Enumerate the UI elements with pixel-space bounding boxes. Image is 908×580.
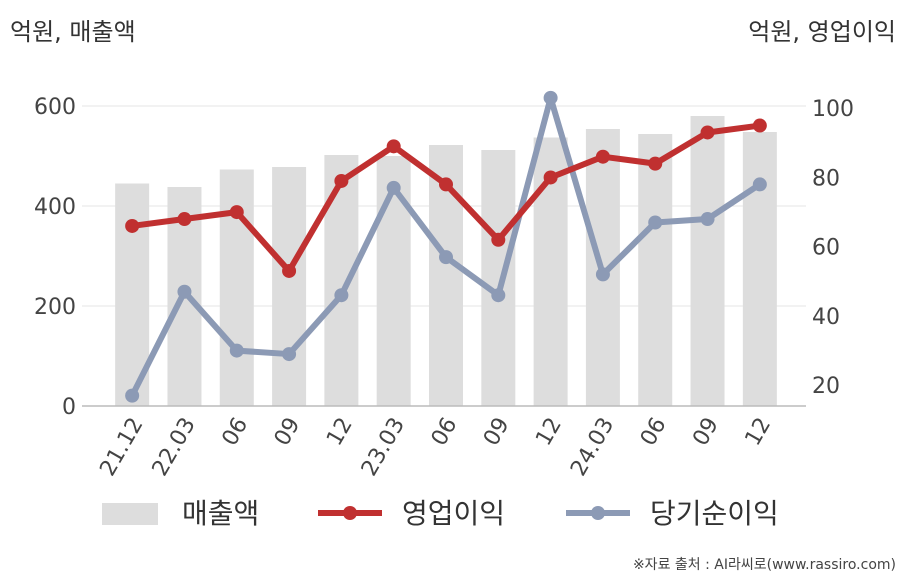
lines bbox=[125, 90, 767, 403]
point-operating-profit bbox=[229, 205, 244, 220]
point-operating-profit bbox=[491, 232, 506, 247]
point-operating-profit bbox=[334, 173, 349, 188]
y-right-tick-label: 100 bbox=[812, 97, 854, 122]
x-tick-label: 12 bbox=[741, 414, 777, 451]
point-operating-profit bbox=[700, 125, 715, 140]
point-net-income bbox=[543, 90, 558, 105]
point-net-income bbox=[595, 267, 610, 282]
y-right-tick-label: 80 bbox=[812, 166, 840, 191]
legend-label: 영업이익 bbox=[402, 497, 505, 530]
point-operating-profit bbox=[752, 118, 767, 133]
y-right-tick-label: 40 bbox=[812, 305, 840, 330]
y-right-tick-label: 20 bbox=[812, 374, 840, 399]
left-axis-unit: 억원, 매출액 bbox=[10, 18, 136, 46]
x-tick-label: 24.03 bbox=[566, 414, 619, 481]
x-tick-label: 21.12 bbox=[95, 414, 148, 481]
point-operating-profit bbox=[282, 263, 297, 278]
legend-swatch-net-income-dot bbox=[591, 506, 605, 520]
point-operating-profit bbox=[595, 149, 610, 164]
legend-swatch-operating-profit-dot bbox=[343, 506, 357, 520]
bar-revenue bbox=[376, 156, 411, 406]
point-net-income bbox=[334, 288, 349, 303]
x-tick-label: 06 bbox=[427, 414, 463, 451]
bar-revenue bbox=[219, 169, 254, 406]
point-operating-profit bbox=[543, 170, 558, 185]
x-tick-label: 06 bbox=[636, 414, 672, 451]
point-net-income bbox=[282, 347, 297, 362]
x-tick-label: 09 bbox=[270, 414, 306, 451]
point-operating-profit bbox=[648, 156, 663, 171]
point-operating-profit bbox=[439, 177, 453, 192]
legend: 매출액 영업이익 당기순이익 bbox=[102, 497, 779, 530]
point-net-income bbox=[125, 388, 140, 403]
y-left-tick-label: 600 bbox=[34, 95, 76, 120]
legend-swatch-revenue bbox=[102, 503, 158, 525]
point-net-income bbox=[700, 212, 715, 227]
bar-revenue bbox=[324, 155, 359, 406]
x-tick-label: 06 bbox=[218, 414, 254, 451]
bar-revenue bbox=[638, 134, 673, 406]
point-net-income bbox=[439, 250, 453, 265]
legend-label: 매출액 bbox=[182, 497, 259, 530]
y-right-tick-label: 60 bbox=[812, 236, 840, 261]
x-tick-label: 12 bbox=[531, 414, 567, 451]
x-tick-label: 12 bbox=[322, 414, 358, 451]
bar-revenue bbox=[481, 150, 516, 406]
bar-revenue bbox=[742, 132, 777, 406]
y-left-tick-label: 400 bbox=[34, 195, 76, 220]
point-operating-profit bbox=[386, 139, 401, 154]
x-tick-label: 22.03 bbox=[148, 414, 201, 481]
point-net-income bbox=[229, 343, 244, 358]
bars-revenue bbox=[115, 116, 777, 406]
point-net-income bbox=[491, 288, 506, 303]
right-axis-unit: 억원, 영업이익 bbox=[748, 18, 896, 46]
y-left-tick-label: 0 bbox=[62, 395, 76, 420]
x-tick-label: 09 bbox=[479, 414, 515, 451]
x-tick-label: 09 bbox=[688, 414, 724, 451]
point-net-income bbox=[648, 215, 663, 230]
x-tick-label: 23.03 bbox=[357, 414, 410, 481]
point-operating-profit bbox=[125, 218, 140, 233]
bar-revenue bbox=[272, 167, 307, 406]
source-note: ※자료 출처 : AI라씨로(www.rassiro.com) bbox=[632, 557, 896, 573]
legend-label: 당기순이익 bbox=[650, 497, 779, 530]
point-operating-profit bbox=[177, 212, 192, 227]
y-left-tick-label: 200 bbox=[34, 295, 76, 320]
point-net-income bbox=[386, 180, 401, 195]
point-net-income bbox=[752, 177, 767, 192]
point-net-income bbox=[177, 284, 192, 299]
bar-revenue bbox=[690, 116, 725, 406]
